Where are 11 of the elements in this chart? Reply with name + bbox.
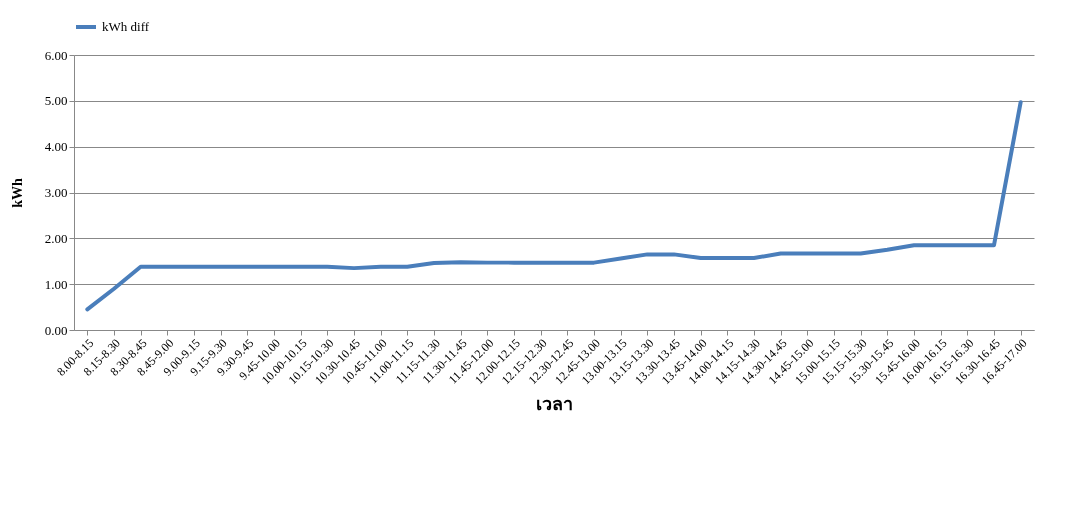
y-tick-label: 0.00 (44, 322, 68, 338)
line-series (85, 100, 1023, 312)
y-tick-label: 3.00 (44, 185, 68, 200)
y-tick-label: 1.00 (44, 276, 68, 292)
y-tick-label: 4.00 (44, 139, 68, 155)
y-axis-title: kWh (9, 178, 25, 208)
y-tick-label: 6.00 (44, 47, 68, 63)
y-tick-label: 5.00 (44, 93, 68, 109)
x-axis-title: เวลา (536, 393, 573, 415)
legend-label: kWh diff (102, 19, 150, 34)
y-tick-label: 2.00 (44, 230, 68, 246)
